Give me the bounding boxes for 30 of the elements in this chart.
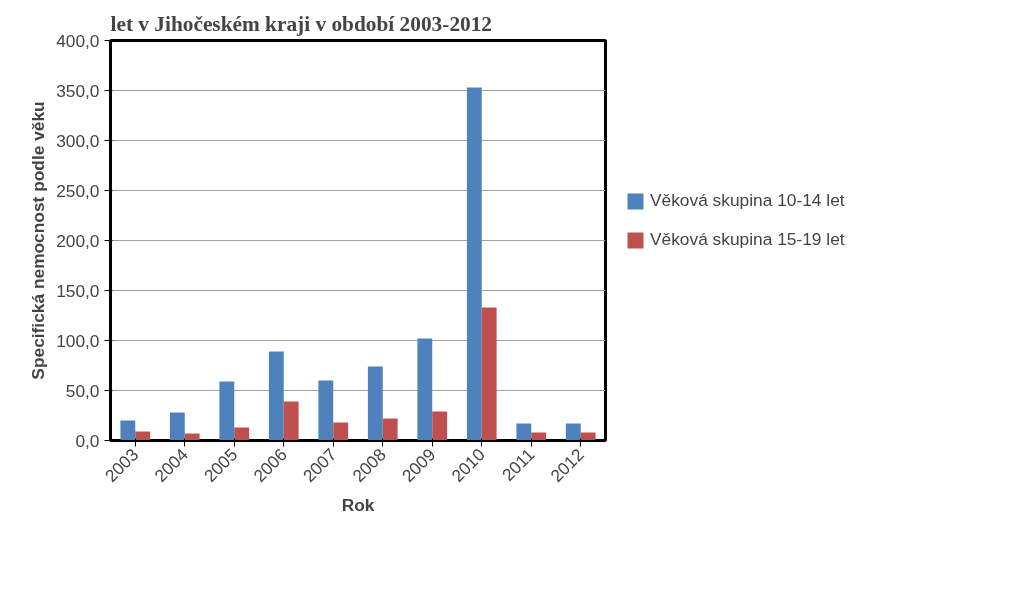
y-tick-label: 0,0 <box>75 430 100 451</box>
bar <box>120 420 136 441</box>
y-axis-title: Specifická nemocnost podle věku <box>28 101 49 380</box>
x-axis-title: Rok <box>341 495 375 516</box>
bar <box>382 418 398 441</box>
legend-label: Věková skupina 10-14 let <box>650 190 845 211</box>
chart-title: let v Jihočeském kraji v období 2003-2012 <box>110 11 493 36</box>
bar <box>169 412 185 441</box>
bar <box>417 338 433 441</box>
bar <box>234 427 250 441</box>
bar <box>318 380 334 441</box>
bar <box>565 423 581 441</box>
y-tick-label: 100,0 <box>56 330 100 351</box>
bar <box>481 307 497 441</box>
bar <box>516 423 532 441</box>
bar <box>466 87 482 441</box>
bar <box>367 366 383 441</box>
y-tick-label: 400,0 <box>56 30 100 51</box>
bar <box>432 411 448 441</box>
y-tick-label: 200,0 <box>56 230 100 251</box>
y-tick-label: 150,0 <box>56 280 100 301</box>
y-tick-label: 300,0 <box>56 130 100 151</box>
y-tick-label: 350,0 <box>56 80 100 101</box>
bar <box>283 401 299 441</box>
bar <box>333 422 349 441</box>
y-tick-label: 50,0 <box>65 380 100 401</box>
y-tick-label: 250,0 <box>56 180 100 201</box>
bar <box>268 351 284 441</box>
legend-label: Věková skupina 15-19 let <box>650 229 845 250</box>
bar <box>219 381 235 441</box>
